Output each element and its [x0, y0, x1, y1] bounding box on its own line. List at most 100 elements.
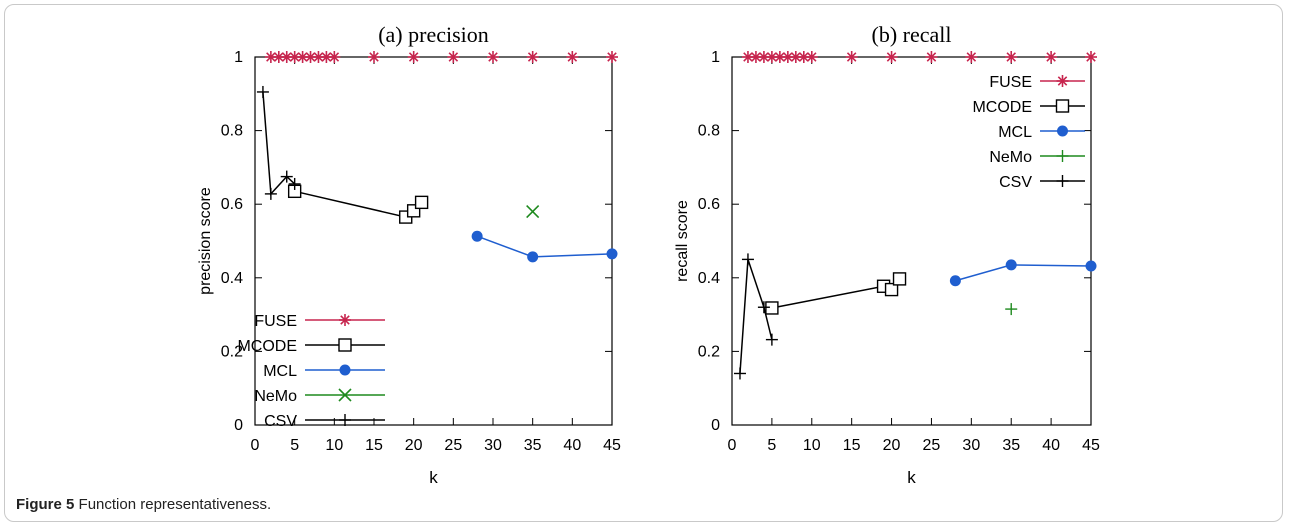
data-point: [527, 251, 539, 263]
y-tick-label: 0.8: [221, 123, 243, 140]
series-line: [739, 259, 773, 374]
chart-title: (a) precision: [378, 22, 489, 47]
data-point: [368, 51, 380, 63]
data-point: [765, 333, 778, 346]
x-tick-label: 25: [444, 437, 462, 454]
legend: FUSE MCODE MCL NeMo CSV: [237, 313, 385, 430]
caption-label: Figure 5: [16, 496, 75, 513]
data-point: [526, 51, 539, 63]
chart-panel-2: 0 5 10 15 20 25 30 35 40 45 0 0.2 0.4 0.6 0.8 1 (b) reca…: [674, 22, 1100, 487]
y-tick-label: 1: [711, 49, 720, 66]
data-point: [885, 51, 898, 63]
data-point: [733, 367, 746, 380]
plot-frame: [254, 56, 613, 426]
data-point: [884, 282, 899, 297]
series-mcode: [765, 272, 907, 315]
legend-label: MCL: [263, 363, 297, 380]
legend-marker: [1057, 125, 1068, 137]
data-point: [949, 275, 961, 287]
y-tick-label: 0.4: [221, 270, 243, 287]
data-point: [765, 301, 779, 315]
legend-marker: [1056, 150, 1069, 162]
x-tick-label: 15: [843, 437, 861, 454]
data-point: [256, 85, 269, 98]
series-csv: [256, 85, 301, 200]
y-tick-label: 0.6: [698, 196, 720, 213]
y-tick-label: 0.8: [698, 123, 720, 140]
data-point: [264, 187, 277, 200]
legend-label: MCODE: [972, 99, 1032, 116]
data-point: [1085, 260, 1097, 272]
y-tick-label: 0.2: [221, 343, 243, 360]
x-tick-label: 20: [883, 437, 901, 454]
data-point: [1085, 51, 1097, 63]
y-tick-label: 0: [711, 417, 720, 434]
y-tick-label: 0.4: [698, 270, 720, 287]
x-tick-label: 20: [405, 437, 423, 454]
data-point: [1045, 51, 1058, 63]
legend-label: MCL: [998, 124, 1032, 141]
data-point: [288, 177, 301, 190]
data-point: [797, 51, 810, 63]
x-tick-label: 40: [563, 437, 581, 454]
data-point: [487, 51, 499, 63]
data-point: [1005, 259, 1017, 271]
data-point: [845, 51, 858, 63]
data-point: [741, 253, 754, 266]
series-fuse: [264, 51, 618, 63]
series-nemo: [1005, 303, 1018, 316]
legend-label: FUSE: [254, 313, 297, 330]
data-point: [526, 204, 540, 219]
series-mcode: [287, 184, 429, 224]
series-line: [476, 235, 613, 258]
y-tick-label: 0: [234, 417, 243, 434]
x-tick-label: 40: [1042, 437, 1060, 454]
legend-marker: [339, 414, 351, 426]
x-axis-label: k: [429, 468, 438, 487]
x-tick-label: 30: [484, 437, 502, 454]
x-tick-label: 35: [1002, 437, 1020, 454]
data-point: [566, 51, 579, 63]
series-line: [262, 91, 296, 196]
caption-text: Function representativeness.: [78, 496, 272, 513]
legend-label: NeMo: [989, 149, 1032, 166]
legend-marker: [1055, 99, 1070, 113]
y-tick-label: 0.6: [221, 196, 243, 213]
y-axis-label: precision score: [197, 187, 214, 295]
x-tick-label: 10: [803, 437, 821, 454]
x-tick-label: 0: [251, 437, 260, 454]
data-point: [407, 51, 420, 63]
legend-label: NeMo: [254, 388, 297, 405]
data-point: [925, 51, 938, 63]
data-point: [280, 170, 293, 183]
plot-frame: [731, 56, 1092, 426]
x-tick-label: 15: [365, 437, 383, 454]
y-tick-label: 0.2: [698, 343, 720, 360]
data-point: [328, 51, 341, 63]
data-point: [304, 51, 317, 63]
y-tick-label: 1: [234, 49, 243, 66]
figure-frame: [4, 4, 1283, 522]
x-tick-label: 45: [603, 437, 621, 454]
legend-marker: [339, 364, 351, 376]
figure-caption: Figure 5 Function representativeness.: [16, 496, 271, 513]
legend-label: CSV: [264, 413, 297, 430]
x-axis-label: k: [907, 468, 916, 487]
series-line: [955, 264, 1092, 282]
series-csv: [733, 253, 778, 380]
data-point: [447, 51, 460, 63]
legend-label: MCODE: [237, 338, 297, 355]
series-nemo: [526, 204, 540, 219]
x-tick-label: 5: [767, 437, 776, 454]
legend-marker-b: [338, 388, 352, 402]
data-point: [606, 51, 618, 63]
data-point: [892, 272, 907, 286]
series-mcl: [471, 230, 618, 263]
legend-marker: [1056, 75, 1069, 87]
chart-title: (b) recall: [872, 22, 952, 47]
data-point: [296, 51, 309, 63]
data-point: [741, 51, 754, 63]
legend-marker: [1056, 175, 1069, 187]
legend-label: CSV: [999, 174, 1032, 191]
